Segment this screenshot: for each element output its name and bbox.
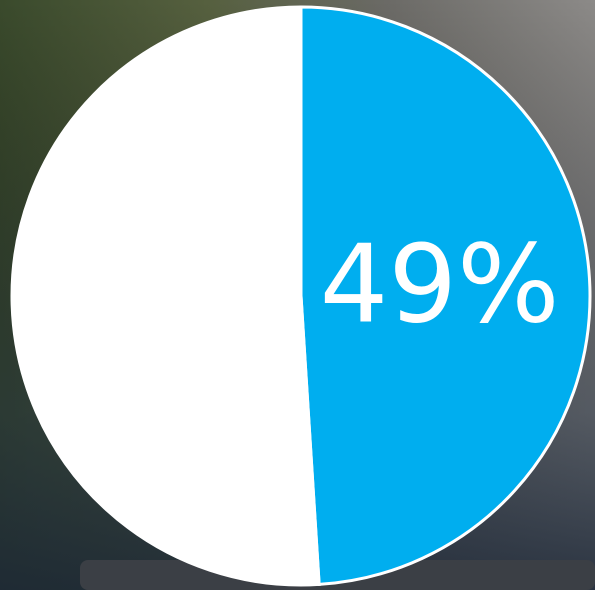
pie: 49%: [12, 7, 590, 585]
chart: 49%: [0, 0, 595, 590]
value-label: 49%: [320, 222, 560, 347]
page: 49% (() => { const data = JSON.parse(doc…: [0, 0, 595, 590]
